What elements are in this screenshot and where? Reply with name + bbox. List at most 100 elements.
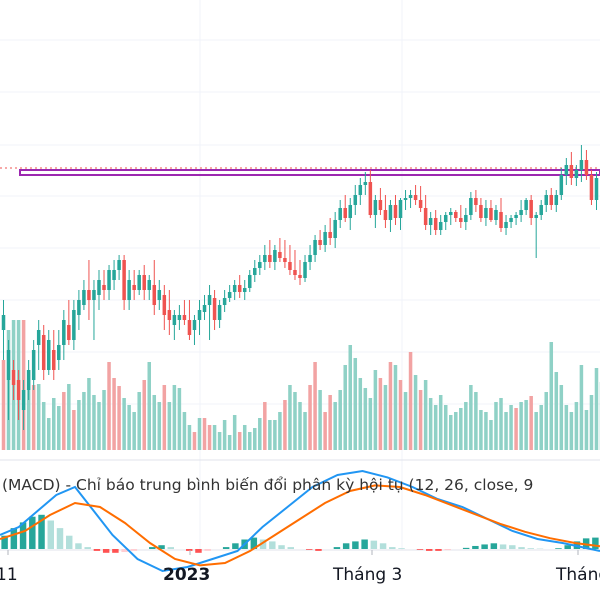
candle-body: [298, 275, 302, 278]
candle-body: [152, 285, 157, 305]
macd-histogram-bar: [379, 543, 387, 549]
macd-histogram-bar: [555, 548, 562, 549]
macd-histogram-bar: [186, 549, 193, 551]
macd-histogram-bar: [462, 547, 470, 549]
volume-bar: [192, 432, 197, 450]
volume-bar: [474, 392, 478, 450]
macd-histogram-bar: [1, 535, 8, 549]
volume-bar: [217, 432, 222, 450]
x-tick-label-11: 11: [0, 565, 18, 585]
volume-bar: [559, 385, 564, 450]
volume-bar: [529, 396, 533, 450]
candle-body: [207, 295, 212, 305]
candle-body: [253, 268, 257, 275]
volume-bar: [333, 402, 337, 450]
candle-body: [574, 170, 579, 178]
candle-body: [147, 280, 152, 290]
candle-body: [318, 240, 322, 245]
macd-histogram-bar: [416, 549, 424, 550]
volume-bar: [298, 402, 302, 450]
volume-bar: [499, 398, 503, 450]
volume-bar: [67, 384, 71, 450]
volume-bar: [438, 395, 443, 450]
candle-body: [202, 305, 207, 312]
volume-bar: [569, 412, 574, 450]
macd-histogram-bar: [333, 547, 341, 549]
volume-bar: [408, 352, 413, 450]
macd-histogram-bar: [204, 549, 211, 551]
volume-bar: [26, 390, 31, 450]
candle-body: [393, 205, 398, 218]
candle-body: [52, 350, 56, 370]
volume-bar: [494, 402, 498, 450]
volume-bar: [242, 425, 247, 450]
volume-bar: [323, 412, 327, 450]
volume-bar: [368, 398, 373, 450]
candle-body: [197, 310, 202, 320]
macd-indicator-label[interactable]: (MACD) - Chỉ báo trung bình biến đổi phâ…: [2, 476, 534, 494]
macd-histogram-bar: [75, 543, 82, 549]
volume-bar: [31, 385, 36, 450]
candle-body: [293, 270, 297, 275]
volume-bar: [82, 392, 86, 450]
volume-bar: [318, 390, 322, 450]
candle-body: [21, 390, 26, 410]
candle-body: [137, 275, 141, 290]
candle-body: [378, 200, 383, 210]
candle-body: [433, 218, 438, 230]
macd-histogram-bar: [352, 541, 359, 549]
volume-bar: [594, 368, 599, 450]
volume-bar: [237, 432, 242, 450]
volume-bar: [197, 418, 202, 450]
candle-body: [157, 290, 162, 300]
macd-histogram-bar: [370, 540, 378, 549]
volume-bar: [454, 412, 458, 450]
candle-body: [519, 210, 523, 215]
volume-bar: [554, 372, 559, 450]
volume-bar: [227, 435, 232, 450]
candle-body: [6, 350, 11, 380]
candle-body: [333, 220, 337, 238]
candle-body: [62, 320, 66, 345]
candle-body: [192, 320, 197, 330]
volume-bar: [157, 402, 162, 450]
volume-bar: [428, 398, 433, 450]
candle-body: [373, 200, 378, 215]
volume-bar: [574, 402, 579, 450]
volume-bar: [343, 365, 347, 450]
volume-bar: [293, 392, 297, 450]
candle-body: [358, 185, 363, 195]
volume-bar: [418, 390, 423, 450]
macd-histogram-bar: [509, 545, 516, 549]
candle-body: [1, 315, 6, 330]
macd-histogram-bar: [389, 547, 396, 549]
macd-histogram-bar: [84, 547, 91, 549]
candle-body: [31, 350, 36, 380]
candle-body: [46, 340, 51, 370]
candle-body: [303, 262, 307, 278]
volume-bar: [132, 412, 136, 450]
volume-bar: [514, 408, 518, 450]
candle-body: [283, 258, 287, 262]
candle-body: [187, 320, 192, 335]
volume-bar: [313, 362, 317, 450]
candle-body: [448, 212, 453, 215]
candle-body: [554, 195, 559, 205]
candle-body: [11, 370, 16, 385]
macd-histogram-bar: [130, 549, 138, 551]
volume-bar: [207, 425, 212, 450]
volume-bar: [52, 398, 56, 450]
volume-bar: [77, 400, 81, 450]
candle-body: [268, 255, 272, 262]
macd-histogram-bar: [10, 528, 18, 549]
candle-body: [343, 208, 347, 218]
volume-bar: [589, 395, 594, 450]
candle-body: [162, 295, 167, 315]
candle-body: [443, 215, 448, 222]
volume-bar: [247, 432, 252, 450]
volume-bar: [102, 390, 106, 450]
candle-body: [484, 208, 488, 218]
volume-bar: [127, 405, 131, 450]
